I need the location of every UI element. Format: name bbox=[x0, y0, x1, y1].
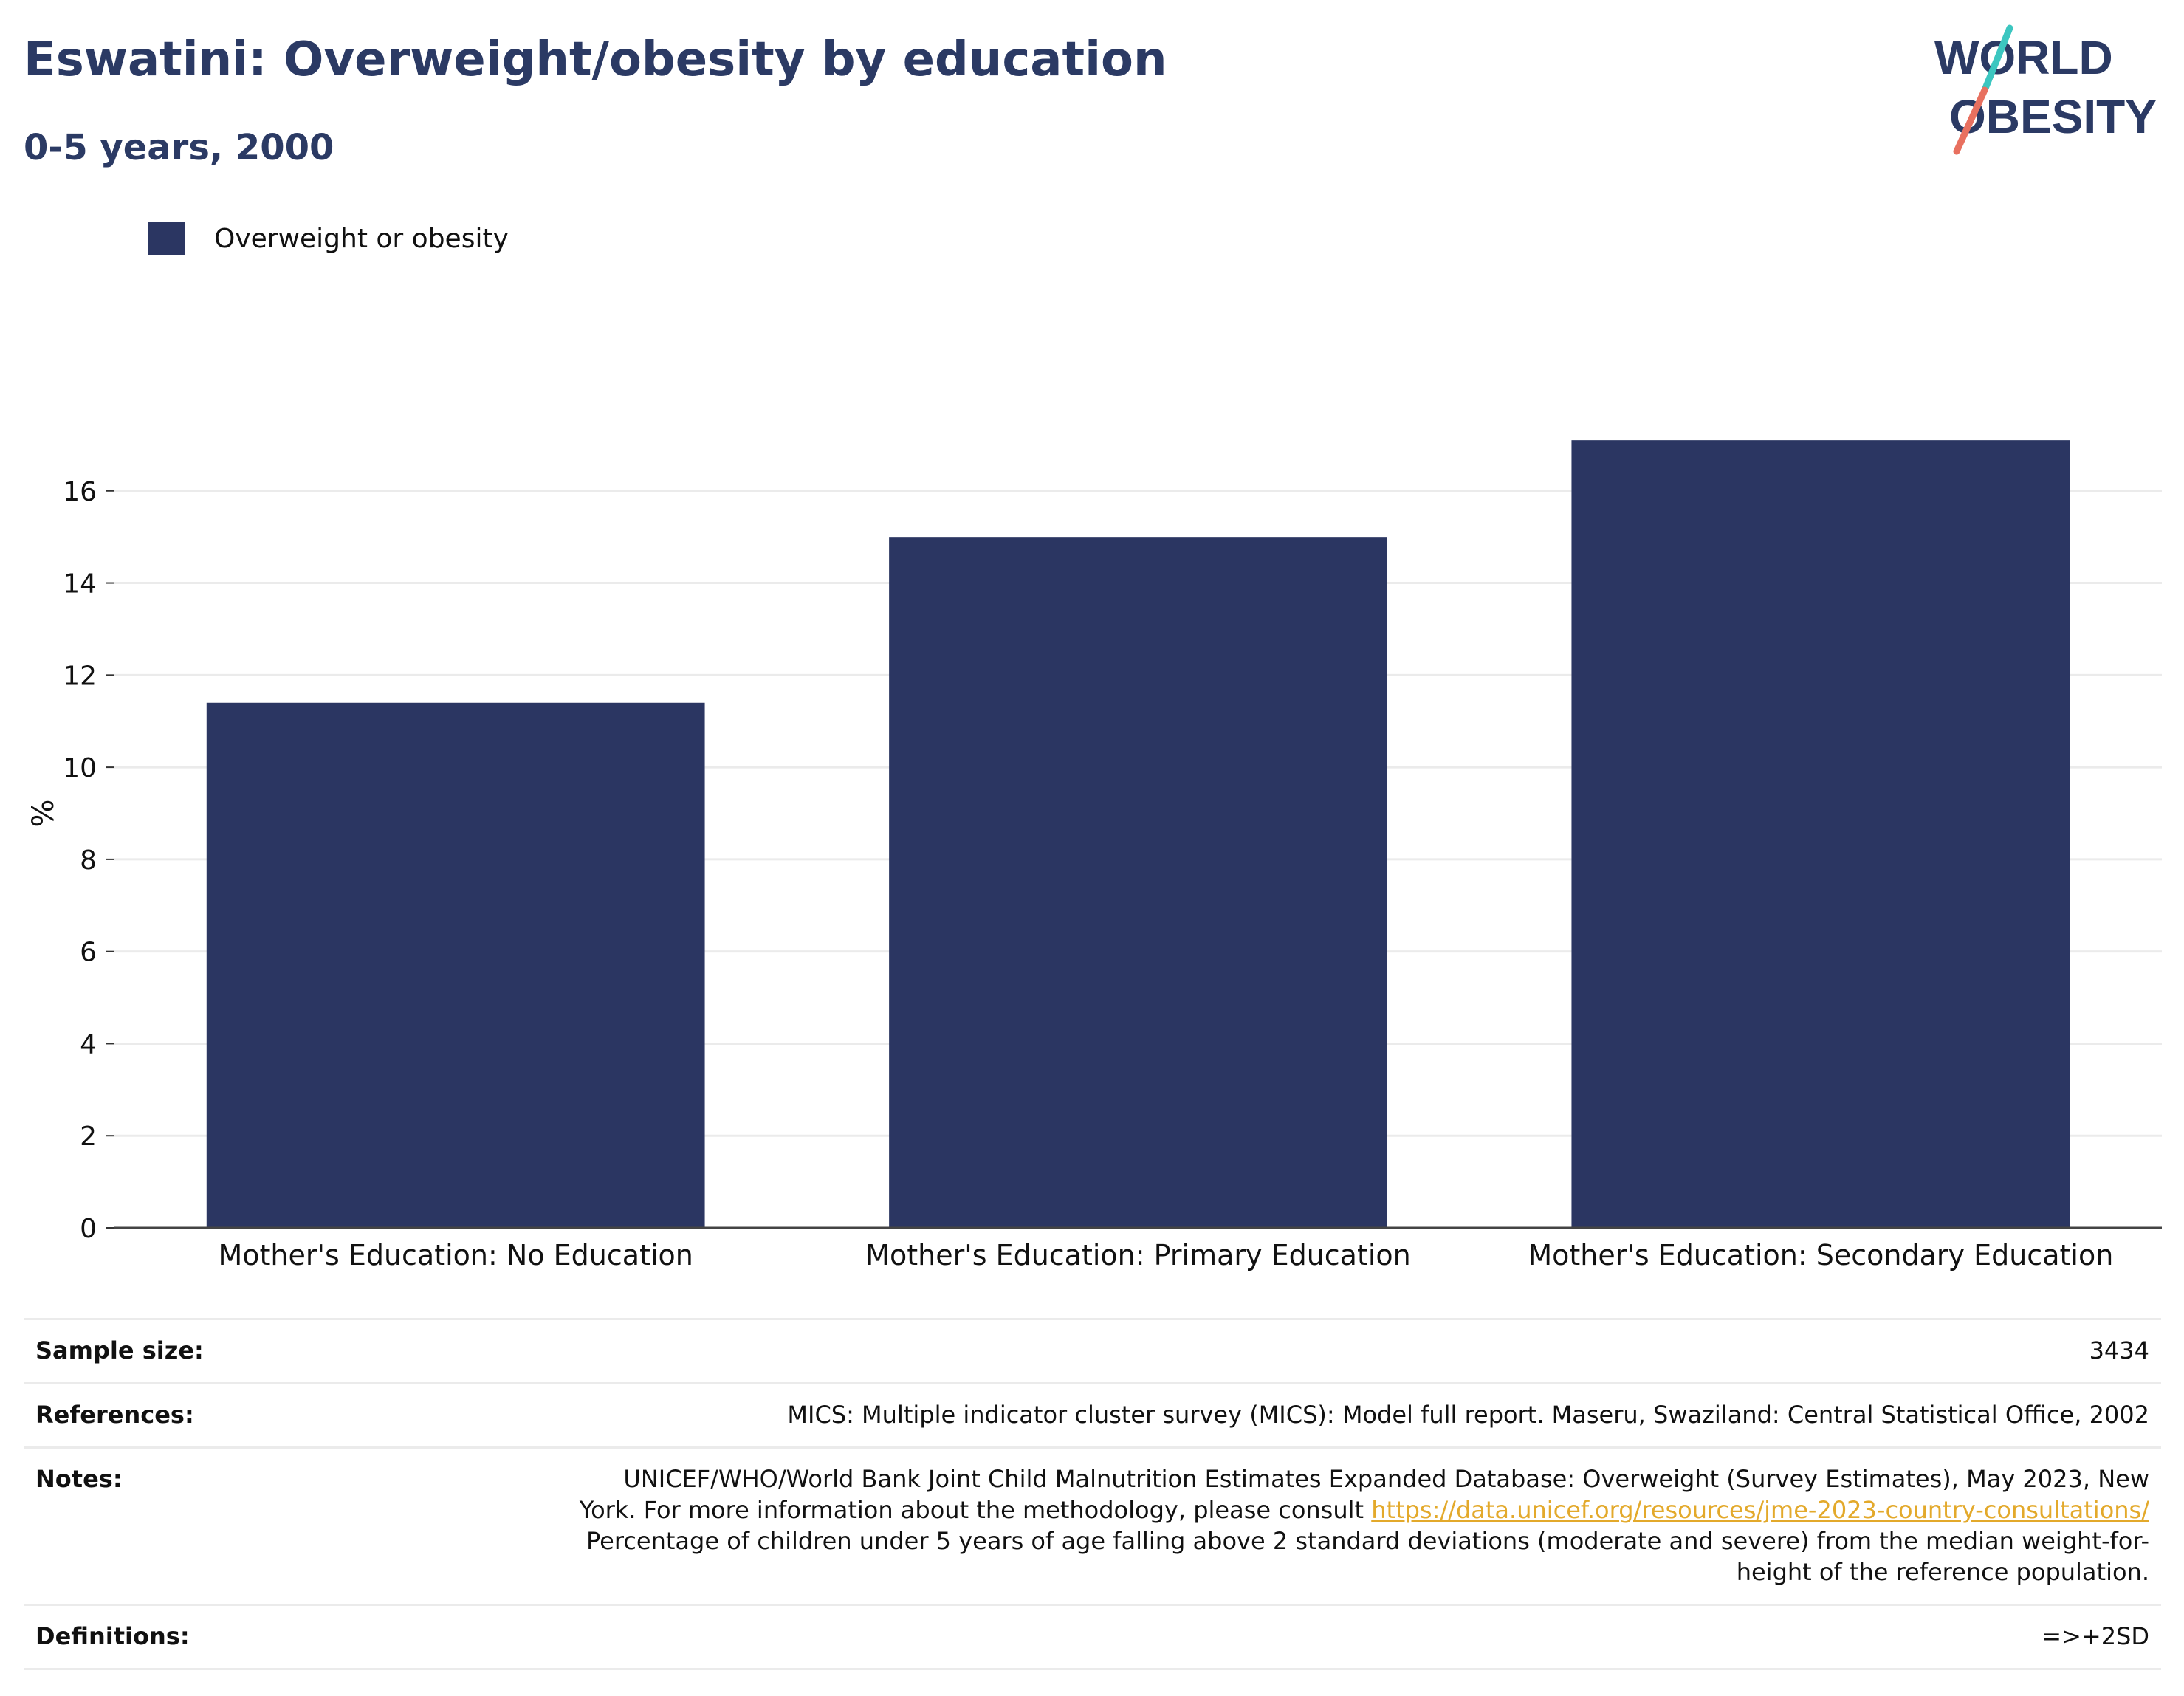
logo-slash-bottom bbox=[1953, 86, 1988, 155]
bar bbox=[1571, 440, 2070, 1228]
x-tick-label: Mother's Education: Secondary Education bbox=[1528, 1239, 2113, 1271]
y-tick-label: 6 bbox=[80, 938, 97, 968]
y-tick-label: 10 bbox=[63, 753, 97, 783]
y-tick-label: 4 bbox=[80, 1029, 97, 1060]
references-label: References: bbox=[24, 1382, 313, 1449]
y-tick-label: 2 bbox=[80, 1122, 97, 1152]
x-tick-label: Mother's Education: No Education bbox=[218, 1239, 693, 1271]
bar bbox=[889, 537, 1387, 1228]
definitions-label: Definitions: bbox=[24, 1604, 313, 1670]
bar-chart: 0 2 4 6 8 10 12 14 16% Mother's Education: No Edu… bbox=[27, 440, 2162, 1271]
chart-legend: Overweight or obesity bbox=[148, 222, 509, 255]
notes-link[interactable]: https://data.unicef.org/resources/jme-20… bbox=[1371, 1496, 2149, 1524]
x-tick-label: Mother's Education: Primary Education bbox=[865, 1239, 1411, 1271]
chart-subtitle: 0-5 years, 2000 bbox=[24, 127, 334, 168]
notes-label: Notes: bbox=[24, 1446, 313, 1606]
info-table: Sample size: 3434 References: MICS: Mult… bbox=[24, 1318, 2161, 1670]
y-tick-label: 0 bbox=[80, 1214, 97, 1244]
bar bbox=[206, 702, 705, 1228]
definitions-row: Definitions: =>+2SD bbox=[24, 1604, 2161, 1670]
references-row: References: MICS: Multiple indicator clu… bbox=[24, 1382, 2161, 1449]
notes-line-4: height of the reference population. bbox=[1736, 1558, 2149, 1586]
legend-swatch bbox=[148, 222, 185, 255]
y-tick-label: 8 bbox=[80, 845, 97, 876]
legend-label: Overweight or obesity bbox=[214, 223, 509, 254]
y-tick-label: 14 bbox=[63, 569, 97, 600]
notes-line-2: York. For more information about the met… bbox=[579, 1496, 1364, 1524]
notes-value: UNICEF/WHO/World Bank Joint Child Malnut… bbox=[313, 1446, 2161, 1606]
notes-row: Notes: UNICEF/WHO/World Bank Joint Child… bbox=[24, 1446, 2161, 1606]
logo-text-world: WORLD bbox=[1934, 31, 2113, 84]
notes-line-1: UNICEF/WHO/World Bank Joint Child Malnut… bbox=[623, 1465, 2149, 1493]
y-tick-label: 16 bbox=[63, 477, 97, 507]
sample-size-row: Sample size: 3434 bbox=[24, 1318, 2161, 1384]
world-obesity-logo: WORLD OBESITY bbox=[1934, 24, 2157, 155]
chart-title: Eswatini: Overweight/obesity by educatio… bbox=[24, 32, 1167, 87]
logo-slash-top bbox=[1981, 24, 2013, 94]
references-value: MICS: Multiple indicator cluster survey … bbox=[313, 1382, 2161, 1449]
y-tick-label: 12 bbox=[63, 661, 97, 691]
sample-size-label: Sample size: bbox=[24, 1318, 313, 1384]
sample-size-value: 3434 bbox=[313, 1318, 2161, 1384]
definitions-value: =>+2SD bbox=[313, 1604, 2161, 1670]
notes-line-3: Percentage of children under 5 years of … bbox=[586, 1527, 2149, 1555]
y-axis-label: % bbox=[27, 799, 61, 827]
